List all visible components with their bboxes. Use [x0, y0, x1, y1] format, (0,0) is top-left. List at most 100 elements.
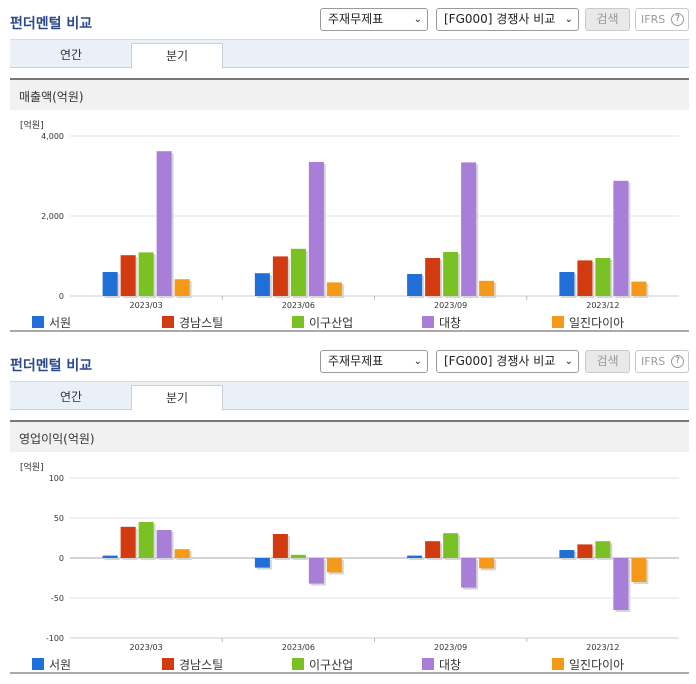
y-tick-label: 4,000	[41, 132, 64, 141]
bar	[102, 555, 118, 558]
ifrs-label: IFRS	[641, 355, 666, 368]
legend-swatch	[552, 658, 564, 670]
bar	[613, 180, 629, 296]
peer-group-value: [FG000] 경쟁사 비교	[444, 12, 556, 26]
bar	[595, 258, 611, 296]
bar	[120, 255, 136, 296]
legend-swatch	[552, 316, 564, 328]
ifrs-label: IFRS	[641, 13, 666, 26]
statement-type-value: 주재무제표	[328, 12, 384, 26]
bar	[156, 530, 172, 558]
chevron-down-icon: ⌄	[413, 356, 422, 367]
x-tick-label: 2023/03	[130, 301, 163, 310]
y-tick-label: 0	[59, 554, 64, 563]
bar	[479, 280, 495, 296]
revenue-chart: [억원] 0 2,000 4,000 2023/03 2023/06 2023/09 202…	[10, 110, 689, 310]
bar	[174, 279, 190, 296]
tab-quarterly[interactable]: 분기	[131, 385, 223, 411]
panel-title: 펀더멘털 비교	[10, 358, 93, 374]
x-tick-label: 2023/12	[586, 643, 619, 652]
ifrs-button[interactable]: IFRS ?	[635, 8, 689, 31]
chevron-down-icon: ⌄	[413, 14, 422, 25]
peer-group-value: [FG000] 경쟁사 비교	[444, 354, 556, 368]
legend-label: 이구산업	[309, 316, 354, 330]
fundamental-panel-operating-profit: 펀더멘털 비교 주재무제표 ⌄ [FG000] 경쟁사 비교 ⌄ 검색 IFRS…	[0, 342, 696, 684]
revenue-chart-svg: 0 2,000 4,000 2023/03 2023/06 2023/09 2023/12	[41, 132, 679, 310]
bar	[138, 252, 154, 296]
search-button[interactable]: 검색	[585, 8, 630, 31]
x-tick-label: 2023/09	[434, 643, 467, 652]
y-tick-label: -100	[46, 634, 64, 643]
legend-label: 일진다이아	[569, 316, 625, 330]
section-title: 영업이익(억원)	[19, 432, 95, 446]
bar	[120, 526, 136, 558]
y-tick-label: 0	[59, 292, 64, 301]
legend-swatch	[32, 316, 44, 328]
chevron-down-icon: ⌄	[564, 14, 573, 25]
legend-swatch	[162, 658, 174, 670]
bar	[290, 248, 306, 296]
x-tick-label: 2023/06	[282, 301, 315, 310]
legend-label: 이구산업	[309, 658, 354, 672]
bar	[559, 550, 575, 558]
bar	[326, 558, 342, 573]
bar	[138, 522, 154, 558]
section-header: 영업이익(억원)	[10, 420, 689, 452]
period-tabs: 연간 분기	[10, 39, 689, 69]
bar	[613, 558, 629, 610]
bar	[631, 558, 647, 582]
bar	[254, 558, 270, 568]
search-button[interactable]: 검색	[585, 350, 630, 373]
peer-group-select[interactable]: [FG000] 경쟁사 비교 ⌄	[436, 8, 579, 31]
bar-shadow	[409, 557, 425, 560]
legend-label: 대창	[439, 658, 462, 672]
bar	[631, 281, 647, 296]
tab-annual[interactable]: 연간	[59, 48, 83, 62]
section-header: 매출액(억원)	[10, 78, 689, 110]
tab-quarterly[interactable]: 분기	[131, 43, 223, 69]
bar-shadow	[292, 556, 308, 560]
tab-annual[interactable]: 연간	[59, 390, 83, 404]
chart-legend: 서원 경남스틸 이구산업 대창 일진다이아	[10, 654, 689, 674]
section-title: 매출액(억원)	[19, 90, 84, 104]
bar	[461, 162, 477, 296]
y-tick-label: 50	[54, 514, 64, 523]
y-tick-label: 100	[49, 474, 64, 483]
peer-group-select[interactable]: [FG000] 경쟁사 비교 ⌄	[436, 350, 579, 373]
x-tick-label: 2023/03	[130, 643, 163, 652]
bar	[174, 549, 190, 558]
ifrs-button[interactable]: IFRS ?	[635, 350, 689, 373]
bar-shadow	[104, 557, 120, 560]
help-icon: ?	[671, 355, 684, 368]
y-tick-label: -50	[51, 594, 64, 603]
operating-profit-chart: [억원] -100 -50 0 50 100 2023/03 2023/06 2023/09 2…	[10, 452, 689, 652]
bar	[443, 252, 459, 296]
statement-type-select[interactable]: 주재무제표 ⌄	[320, 8, 428, 31]
legend-label: 일진다이아	[569, 658, 625, 672]
legend-swatch	[292, 658, 304, 670]
legend-label: 서원	[49, 658, 72, 672]
chart-legend: 서원 경남스틸 이구산업 대창 일진다이아	[10, 312, 689, 332]
bar	[425, 541, 441, 558]
bar	[308, 558, 324, 584]
unit-label: [억원]	[20, 121, 44, 131]
panel-title: 펀더멘털 비교	[10, 16, 93, 32]
x-tick-label: 2023/09	[434, 301, 467, 310]
legend-label: 경남스틸	[179, 658, 224, 672]
bar	[290, 554, 306, 558]
bar	[156, 151, 172, 296]
bar	[559, 272, 575, 296]
bar	[407, 555, 423, 558]
bar	[595, 541, 611, 558]
chevron-down-icon: ⌄	[564, 356, 573, 367]
y-tick-label: 2,000	[41, 212, 64, 221]
statement-type-select[interactable]: 주재무제표 ⌄	[320, 350, 428, 373]
statement-type-value: 주재무제표	[328, 354, 384, 368]
bar	[443, 533, 459, 558]
legend-label: 대창	[439, 316, 462, 330]
legend-swatch	[422, 658, 434, 670]
bar	[326, 282, 342, 296]
legend-swatch	[292, 316, 304, 328]
help-icon: ?	[671, 13, 684, 26]
legend-swatch	[162, 316, 174, 328]
